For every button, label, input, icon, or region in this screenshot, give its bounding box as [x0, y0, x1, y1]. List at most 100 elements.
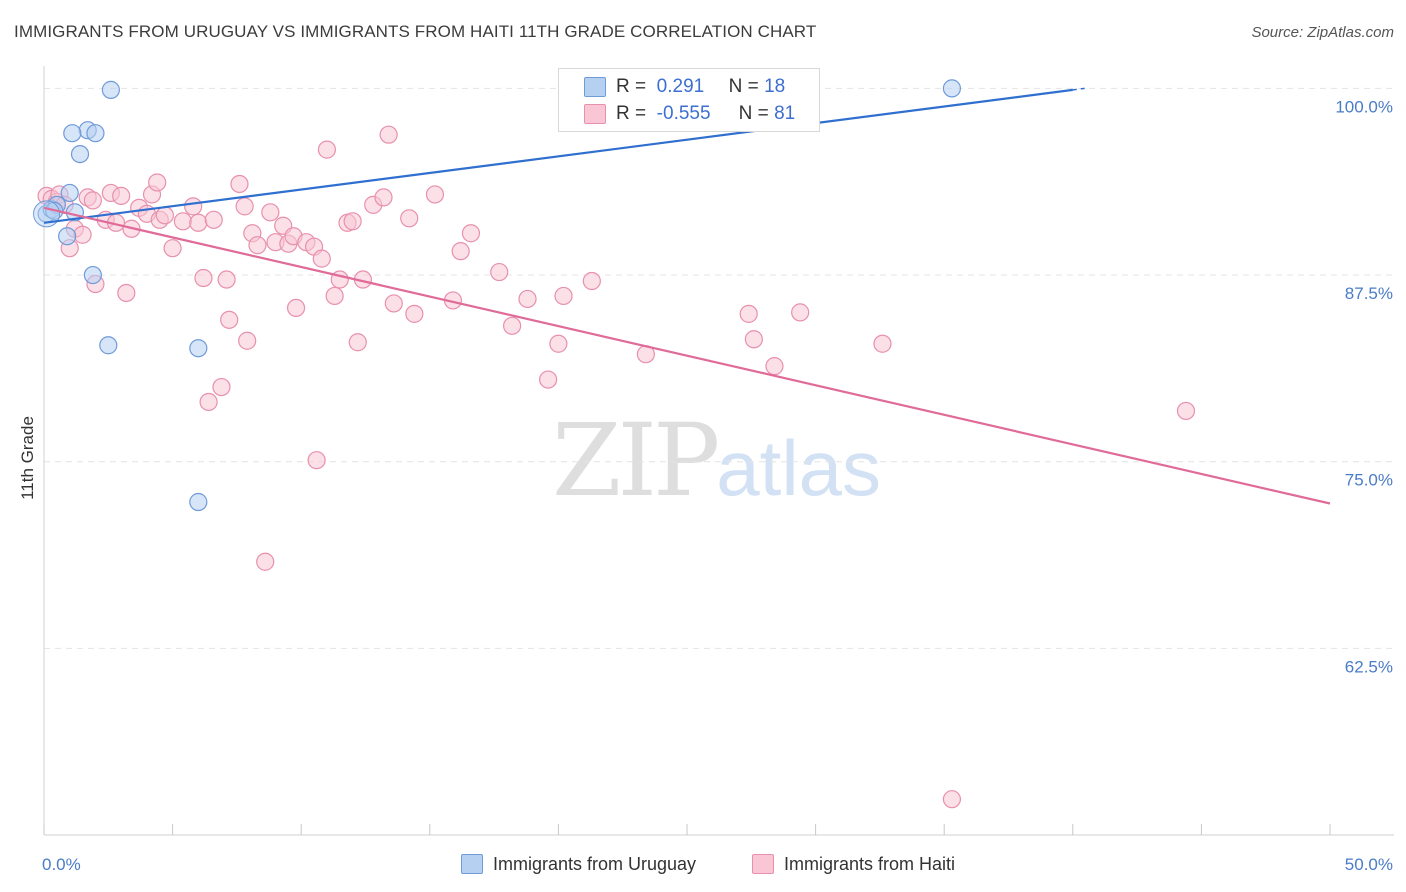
haiti-point [343, 212, 362, 231]
haiti-point [582, 271, 601, 291]
haiti-point [791, 303, 810, 322]
haiti-point [873, 334, 892, 353]
uruguay-point [189, 339, 208, 358]
haiti-point [286, 298, 306, 317]
haiti-point [184, 197, 203, 216]
stats-r-value: -0.555 [656, 103, 711, 124]
haiti-point [256, 552, 275, 571]
haiti-point [220, 310, 239, 329]
y-tick-label: 75.0% [1345, 471, 1393, 490]
haiti-point [235, 197, 254, 216]
stats-r-value: 0.291 [656, 76, 705, 97]
haiti-point [317, 140, 337, 159]
haiti-point [1176, 401, 1196, 421]
haiti-point [117, 283, 136, 303]
haiti-point [348, 333, 367, 352]
data-points [33, 79, 1196, 809]
stats-box: R = 0.291 N = 18 R = -0.555 N = 81 [558, 68, 820, 132]
haiti-point [163, 239, 182, 258]
haiti-point [942, 790, 962, 809]
y-tick-label: 87.5% [1345, 284, 1393, 303]
stats-row-haiti: R = -0.555 N = 81 [559, 100, 795, 128]
stats-n-label: N = [728, 76, 759, 97]
chart-title: IMMIGRANTS FROM URUGUAY VS IMMIGRANTS FR… [14, 22, 817, 41]
haiti-point [148, 173, 167, 192]
uruguay-point [63, 124, 82, 143]
haiti-point [400, 209, 419, 228]
uruguay-trend-extension [1072, 87, 1086, 91]
uruguay-point [99, 336, 118, 355]
haiti-point [194, 268, 213, 288]
uruguay-point [83, 265, 102, 285]
haiti-point [83, 191, 102, 210]
haiti-point [539, 370, 558, 389]
haiti-point [173, 212, 192, 231]
haiti-point [217, 270, 236, 289]
haiti-point [490, 262, 509, 282]
uruguay-point [86, 124, 105, 143]
stats-n-value: 81 [774, 103, 796, 124]
legend-item-uruguay[interactable]: Immigrants from Uruguay [461, 852, 696, 876]
y-tick-label: 100.0% [1335, 97, 1393, 116]
chart-source: Source: ZipAtlas.com [1251, 24, 1394, 41]
x-tick-label: 50.0% [1345, 855, 1393, 874]
haiti-point [405, 304, 424, 323]
uruguay-point [942, 79, 962, 98]
haiti-point [518, 289, 537, 309]
haiti-point [549, 334, 568, 353]
haiti-point [765, 357, 784, 376]
haiti-point [379, 125, 398, 144]
stats-r-label: R = [616, 103, 647, 124]
stats-n-label: N = [738, 103, 769, 124]
haiti-point [212, 377, 231, 397]
uruguay-point [189, 492, 208, 512]
uruguay-trend-line [43, 88, 1073, 224]
haiti-point [503, 316, 522, 335]
haiti-point [384, 294, 403, 313]
stats-row-uruguay: R = 0.291 N = 18 [559, 73, 785, 101]
uruguay-point [33, 200, 61, 228]
legend-swatch-haiti [752, 854, 774, 874]
haiti-point [248, 236, 267, 255]
haiti-point [155, 206, 174, 225]
haiti-point [312, 249, 331, 268]
haiti-swatch [584, 104, 606, 124]
legend-label-haiti: Immigrants from Haiti [784, 853, 956, 874]
haiti-point [230, 174, 249, 194]
watermark-atlas: atlas [716, 424, 882, 512]
legend-swatch-uruguay [461, 854, 483, 874]
haiti-point [554, 286, 573, 306]
haiti-point [73, 225, 92, 244]
haiti-point [238, 331, 257, 350]
haiti-point [374, 188, 393, 207]
haiti-point [199, 392, 218, 412]
haiti-point [451, 242, 470, 261]
uruguay-point [101, 80, 120, 99]
tick-labels: 100.0% 87.5% 75.0% 62.5% 0.0% 50.0% [42, 97, 1393, 874]
stats-n-value: 18 [764, 76, 786, 97]
haiti-point [425, 185, 445, 204]
watermark-zip: ZIP [552, 402, 720, 519]
haiti-point [739, 304, 758, 323]
legend-label-uruguay: Immigrants from Uruguay [493, 853, 697, 874]
haiti-trend-line [43, 206, 1331, 505]
uruguay-point [60, 183, 79, 203]
haiti-point [261, 203, 280, 222]
haiti-point [204, 210, 223, 229]
watermark: ZIPatlas [552, 402, 881, 519]
uruguay-point [58, 227, 77, 246]
haiti-point [461, 224, 481, 243]
uruguay-swatch [584, 77, 606, 97]
trend-lines [43, 87, 1331, 505]
uruguay-point [70, 144, 90, 164]
legend-item-haiti[interactable]: Immigrants from Haiti [752, 852, 955, 876]
x-tick-label: 0.0% [42, 855, 81, 874]
haiti-point [307, 451, 326, 470]
grid-lines [44, 87, 1394, 649]
stats-r-label: R = [616, 76, 647, 97]
y-tick-label: 62.5% [1345, 657, 1393, 676]
haiti-point [112, 186, 131, 206]
haiti-point [744, 330, 763, 349]
haiti-point [189, 213, 208, 232]
